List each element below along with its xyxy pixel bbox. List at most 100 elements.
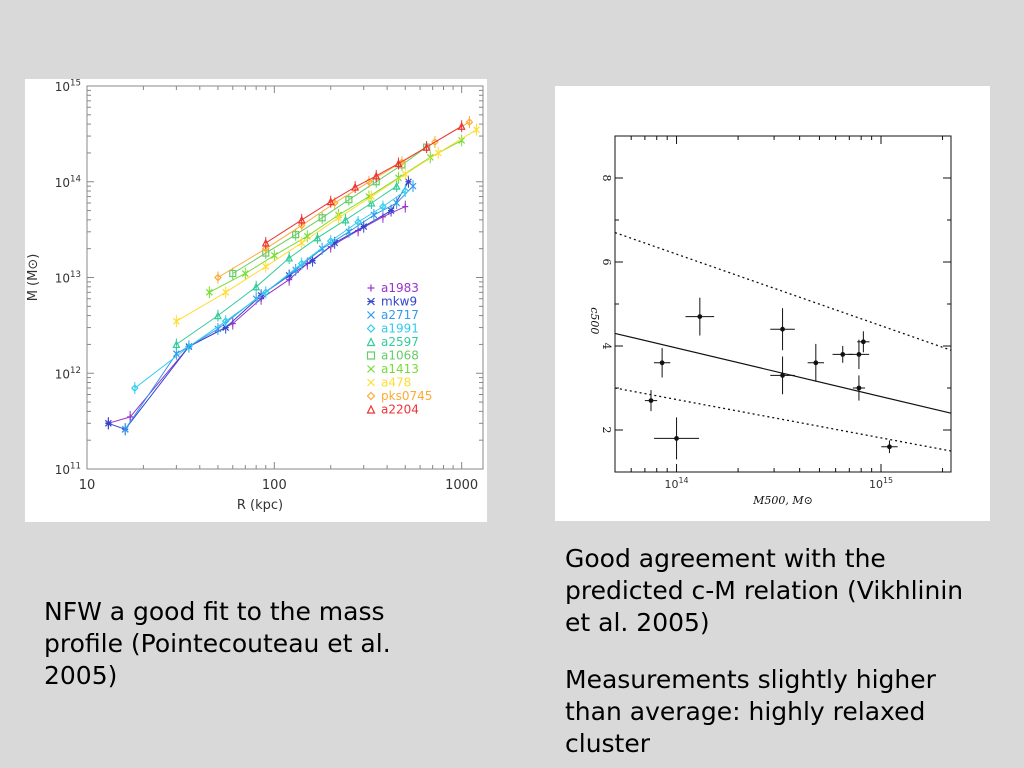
data-point [172,340,181,349]
point-marker [887,444,892,450]
legend-label-a2597: a2597 [381,335,419,349]
data-point [365,193,373,201]
point-marker [697,314,703,319]
data-point [172,317,180,325]
legend-marker-a2204 [366,404,376,414]
y-tick-label: 6 [600,259,613,266]
data-point [409,182,417,190]
x-axis-ticks [86,86,463,469]
data-point [205,288,213,296]
series-a1983 [105,200,409,430]
x-tick-label: 100 [262,478,287,493]
data-point [185,342,193,351]
data-point [213,311,222,320]
fit-curve-a1068 [232,146,427,274]
fit-curve-pks0745 [217,121,470,278]
caption-right-measurements: Measurements slightly higher than averag… [565,665,936,758]
data-point [341,215,350,224]
y-axis-title: M (M⊙) [26,254,41,302]
legend-marker-pks0745 [366,391,376,401]
plot-frame [614,135,952,473]
legend-marker-a1991 [366,324,376,333]
series-a1413 [205,134,466,299]
data-point [270,252,278,259]
data-point [241,270,249,277]
y-axis-ticks [87,85,483,470]
y-tick-label: 1011 [55,462,81,477]
legend-label-a478: a478 [381,376,411,390]
legend-label-pks0745: pks0745 [381,389,432,403]
data-point [318,214,326,222]
y-tick-label: 1012 [55,366,81,381]
concentration-mass-figure: 2 4 6 8 1014 1015 M500, M⊙ c500 [555,86,990,521]
data-point [379,202,387,211]
data-point [297,215,306,224]
data-point [354,218,362,226]
data-point [351,182,360,191]
data-point [261,238,270,247]
data-point [372,171,381,180]
data-point [852,375,866,401]
series-a2597 [172,180,401,351]
data-point [326,237,335,245]
x-tick-label: 1000 [445,478,478,493]
caption-left: NFW a good fit to the mass profile (Poin… [44,597,391,690]
data-point [326,197,335,206]
data-point [297,221,306,230]
data-point [465,118,474,126]
data-point [367,198,376,207]
series-pks0745 [214,116,474,284]
y-tick-label: 2 [600,427,613,434]
x-tick-label: 10 [79,478,96,493]
legend-label-a2204: a2204 [381,403,419,417]
y-axis-title: c500 [588,307,601,334]
legend-marker-a1983 [367,284,375,292]
data-point [121,425,129,433]
data-point [770,356,795,395]
data-point [434,149,442,157]
mass-profile-chart: 10 100 1000 1011 1012 1013 1014 1015 R (kpc) M (M… [26,79,484,513]
data-point [644,390,658,412]
data-point [653,348,671,378]
y-tick-label: 1014 [55,174,81,189]
data-point [881,440,898,454]
fit-curve-a1983 [108,206,406,424]
point-marker [780,373,785,378]
point-marker [860,339,866,345]
data-point [214,273,222,282]
y-tick-label: 8 [600,175,613,182]
point-marker [856,385,862,391]
data-point [130,384,139,392]
data-point [127,413,134,420]
point-marker [813,360,819,366]
data-point [685,297,715,336]
data-point [222,324,230,331]
mass-profile-figure: 10 100 1000 1011 1012 1013 1014 1015 R (kpc) M (M… [25,79,487,522]
data-point [309,257,316,265]
relation-line-dotted [614,231,952,351]
legend-label-a1991: a1991 [381,322,419,336]
data-point [313,233,322,242]
point-marker [659,360,665,366]
data-point [172,350,180,358]
data-point [297,259,306,268]
series-mkw9 [104,175,412,436]
data-point [387,207,395,214]
data-point [292,266,300,274]
relation-line-dotted [614,387,952,452]
data-point [401,170,409,178]
point-marker [674,436,679,441]
series-a1991 [130,185,410,395]
data-point [402,203,409,210]
data-point [422,142,431,151]
y-tick-label: 1015 [55,79,81,94]
data-point [345,196,353,204]
data-point [368,193,375,201]
x-axis-title: R (kpc) [237,498,283,513]
data-point [770,308,795,351]
data-point [654,417,700,460]
legend-marker-a1068 [366,351,376,360]
data-point [214,325,222,333]
data-point [393,199,401,207]
data-point [262,263,270,271]
